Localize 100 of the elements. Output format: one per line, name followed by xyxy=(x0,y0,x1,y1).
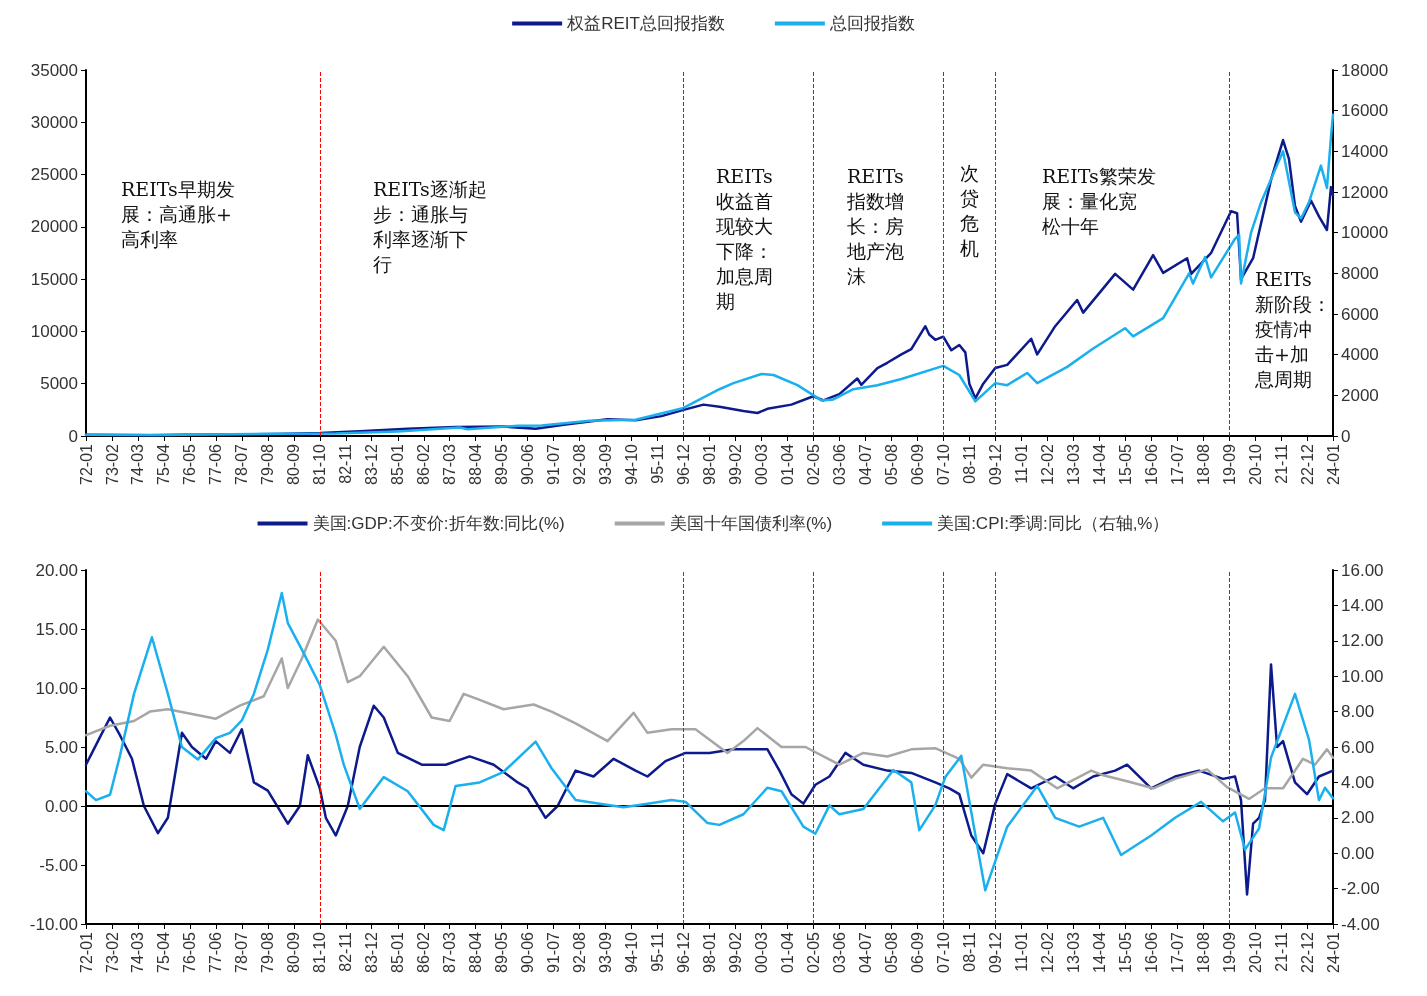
annotation: REITs收益首现较大下降：加息周期 xyxy=(716,164,773,312)
x-tick-label: 77-06 xyxy=(207,443,225,485)
x-tick-label: 22-12 xyxy=(1298,443,1316,485)
x-tick-label: 94-10 xyxy=(623,443,641,485)
legend-label: 总回报指数 xyxy=(828,14,915,33)
line-series xyxy=(84,663,1335,896)
y2-tick-label: 8.00 xyxy=(1341,702,1375,722)
y2-tick-label: 12000 xyxy=(1341,182,1389,202)
legend-label: 美国:GDP:不变价:折年数:同比(%) xyxy=(312,514,565,533)
x-tick-label: 85-01 xyxy=(389,931,407,973)
x-tick-label: 09-12 xyxy=(986,443,1004,485)
x-tick-label: 90-06 xyxy=(519,443,537,485)
y-tick-label: 30000 xyxy=(30,112,78,132)
x-tick-label: 76-05 xyxy=(181,931,199,973)
y2-tick-label: 8000 xyxy=(1341,263,1379,283)
x-tick-label: 82-11 xyxy=(337,443,355,484)
x-tick-label: 16-06 xyxy=(1142,931,1160,973)
x-tick-label: 19-09 xyxy=(1220,443,1238,485)
x-tick-label: 13-03 xyxy=(1064,931,1082,973)
y2-tick-label: -2.00 xyxy=(1341,879,1380,899)
legend-label: 美国:CPI:季调:同比（右轴,%） xyxy=(937,514,1170,533)
y2-tick-label: 0.00 xyxy=(1341,843,1375,863)
annotation: 次贷危机 xyxy=(960,161,979,259)
y2-tick-label: 4.00 xyxy=(1341,772,1375,792)
x-tick-label: 98-01 xyxy=(701,931,719,973)
y-tick-label: 15.00 xyxy=(35,619,78,639)
x-tick-label: 02-05 xyxy=(804,443,822,485)
x-tick-label: 14-04 xyxy=(1090,931,1108,973)
x-tick-label: 08-11 xyxy=(960,931,978,972)
x-tick-label: 13-03 xyxy=(1064,443,1082,485)
x-tick-label: 08-11 xyxy=(960,443,978,484)
x-tick-label: 72-01 xyxy=(77,443,95,485)
x-tick-label: 92-08 xyxy=(571,443,589,485)
y2-tick-label: 6.00 xyxy=(1341,737,1375,757)
y-tick-label: -5.00 xyxy=(39,855,78,875)
x-tick-label: 78-07 xyxy=(233,443,251,485)
x-tick-label: 92-08 xyxy=(571,931,589,973)
x-tick-label: 76-05 xyxy=(181,443,199,485)
y2-tick-label: 4000 xyxy=(1341,345,1379,365)
y2-tick-label: 18000 xyxy=(1341,60,1389,80)
annotation: REITs新阶段：疫情冲击+加息周期 xyxy=(1254,267,1331,390)
y2-tick-label: 16.00 xyxy=(1341,560,1384,580)
y2-tick-label: 16000 xyxy=(1341,101,1389,121)
x-tick-label: 91-07 xyxy=(545,443,563,485)
y-tick-label: 25000 xyxy=(30,165,78,185)
y-tick-label: 5.00 xyxy=(44,737,78,757)
x-tick-label: 72-01 xyxy=(77,931,95,973)
x-tick-label: 02-05 xyxy=(804,931,822,973)
x-tick-label: 03-06 xyxy=(830,931,848,973)
x-tick-label: 12-02 xyxy=(1038,931,1056,973)
x-tick-label: 24-01 xyxy=(1324,443,1342,485)
x-tick-label: 87-03 xyxy=(441,443,459,485)
y-tick-label: 15000 xyxy=(30,269,78,289)
x-tick-label: 18-08 xyxy=(1194,931,1212,973)
x-tick-label: 80-09 xyxy=(285,931,303,973)
x-tick-label: 19-09 xyxy=(1220,931,1238,973)
y-tick-label: -10.00 xyxy=(29,914,78,934)
x-tick-label: 81-10 xyxy=(311,931,329,973)
x-tick-label: 88-04 xyxy=(467,443,485,485)
x-tick-label: 20-10 xyxy=(1246,443,1264,485)
x-tick-label: 94-10 xyxy=(623,931,641,973)
x-tick-label: 18-08 xyxy=(1194,443,1212,485)
x-tick-label: 01-04 xyxy=(778,443,796,485)
x-tick-label: 80-09 xyxy=(285,443,303,485)
x-tick-label: 86-02 xyxy=(415,931,433,973)
x-tick-label: 14-04 xyxy=(1090,443,1108,485)
x-tick-label: 21-11 xyxy=(1272,443,1290,484)
x-tick-label: 24-01 xyxy=(1324,931,1342,973)
x-tick-label: 07-10 xyxy=(934,931,952,973)
x-tick-label: 09-12 xyxy=(986,931,1004,973)
x-tick-label: 20-10 xyxy=(1246,931,1264,973)
x-tick-label: 07-10 xyxy=(934,443,952,485)
annotation: REITs指数增长：房地产泡沫 xyxy=(846,164,904,287)
y-tick-label: 0 xyxy=(68,426,78,446)
x-tick-label: 83-12 xyxy=(363,443,381,485)
x-tick-label: 06-09 xyxy=(908,443,926,485)
x-tick-label: 00-03 xyxy=(752,443,770,485)
y2-tick-label: 2000 xyxy=(1341,385,1379,405)
x-tick-label: 81-10 xyxy=(311,443,329,485)
x-tick-label: 87-03 xyxy=(441,931,459,973)
x-tick-label: 15-05 xyxy=(1116,931,1134,973)
x-tick-label: 01-04 xyxy=(778,931,796,973)
x-tick-label: 79-08 xyxy=(259,931,277,973)
y2-tick-label: 10.00 xyxy=(1341,666,1384,686)
y-tick-label: 10.00 xyxy=(35,678,78,698)
x-tick-label: 89-05 xyxy=(493,443,511,485)
x-tick-label: 04-07 xyxy=(856,443,874,485)
x-tick-label: 96-12 xyxy=(675,443,693,485)
y-tick-label: 20000 xyxy=(30,217,78,237)
x-tick-label: 12-02 xyxy=(1038,443,1056,485)
legend-label: 美国十年国债利率(%) xyxy=(669,514,833,533)
x-tick-label: 75-04 xyxy=(155,443,173,485)
y-tick-label: 10000 xyxy=(30,321,78,341)
annotation: REITs繁荣发展：量化宽松十年 xyxy=(1042,164,1156,237)
x-tick-label: 85-01 xyxy=(389,443,407,485)
x-tick-label: 95-11 xyxy=(649,443,667,484)
line-series xyxy=(84,591,1335,892)
x-tick-label: 00-03 xyxy=(752,931,770,973)
x-tick-label: 73-02 xyxy=(103,443,121,485)
x-tick-label: 06-09 xyxy=(908,931,926,973)
